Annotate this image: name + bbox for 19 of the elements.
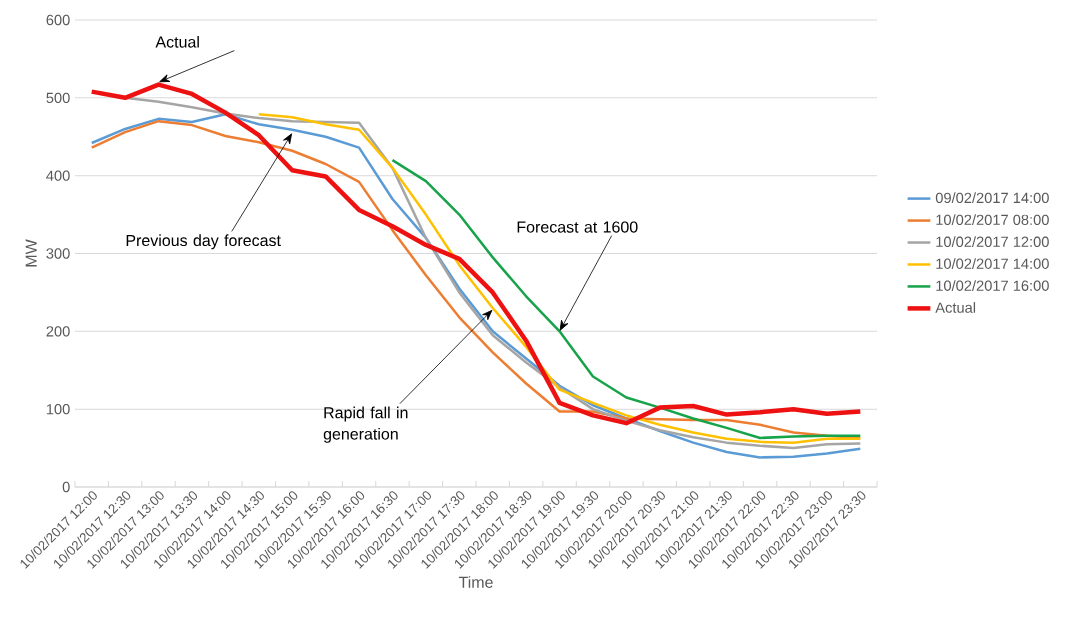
y-axis-title: MW (25, 239, 37, 267)
annotation: Actual (155, 35, 199, 48)
legend-label: Actual (935, 302, 976, 313)
legend-label: 10/02/2017 12:00 (936, 236, 1049, 247)
annotation: Forecast at 1600 (517, 221, 638, 233)
y-tick-label: 0 (62, 481, 70, 493)
legend-label: 10/02/2017 14:00 (936, 258, 1049, 269)
y-tick-label: 300 (46, 248, 70, 259)
x-axis-title: Time (458, 576, 493, 588)
y-tick-label: 400 (46, 170, 70, 181)
y-tick-label: 500 (46, 92, 70, 104)
y-tick-label: 200 (46, 326, 70, 337)
y-tick-label: 100 (46, 403, 70, 415)
legend-label: 09/02/2017 14:00 (935, 192, 1049, 204)
annotation: Previous day forecast (126, 234, 281, 250)
annotation: Rapid fall in generation (323, 406, 408, 443)
y-tick-label: 600 (46, 14, 70, 26)
legend-label: 10/02/2017 08:00 (936, 214, 1049, 226)
legend-label: 10/02/2017 16:00 (936, 280, 1049, 291)
